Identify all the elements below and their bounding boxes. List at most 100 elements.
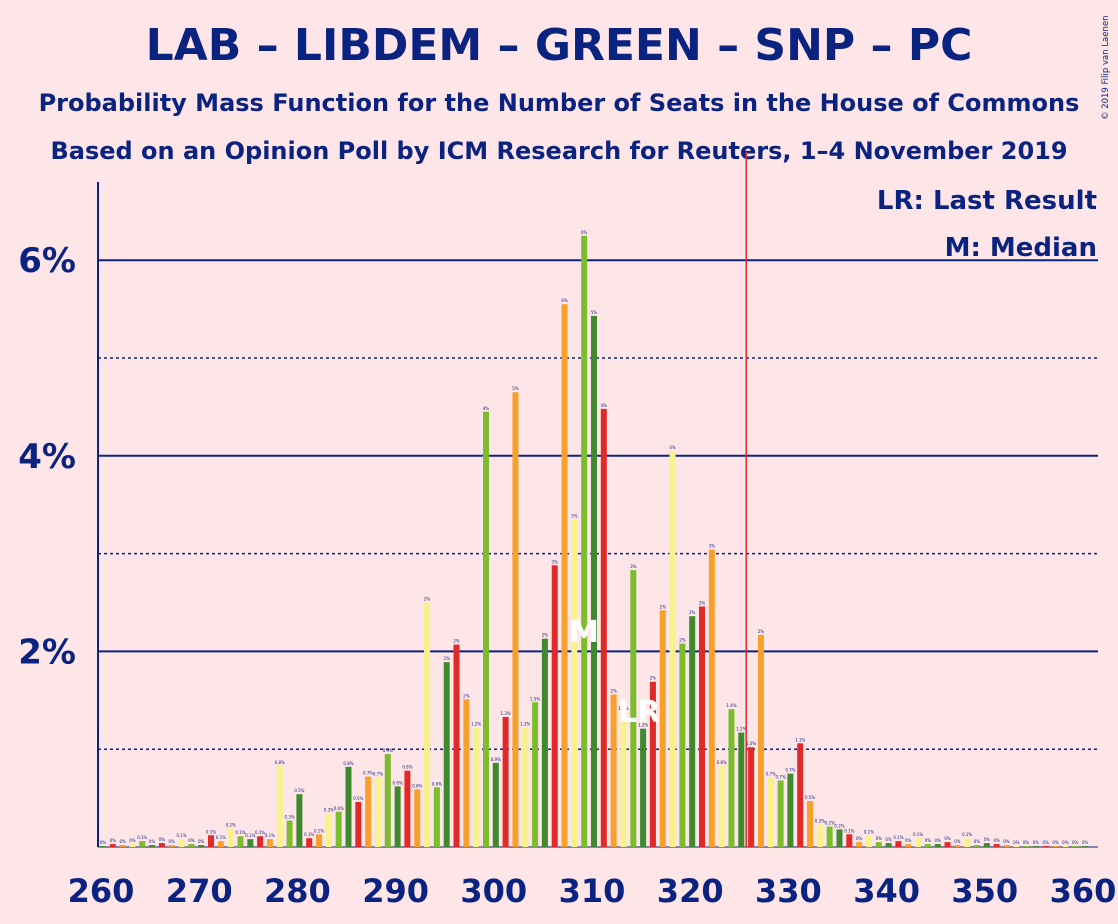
x-tick-label: 280: [264, 872, 331, 910]
bar-value-label: 5%: [591, 310, 598, 315]
bar-value-label: 0%: [1052, 840, 1059, 845]
bar: [276, 765, 283, 847]
bar-value-label: 0.5%: [294, 788, 304, 793]
bar: [522, 727, 529, 847]
bar: [630, 570, 637, 847]
bar: [777, 780, 784, 847]
bar-value-label: 0.1%: [893, 835, 903, 840]
bar-value-label: 1.3%: [501, 711, 511, 716]
bar-value-label: 0%: [1003, 839, 1010, 844]
bar: [551, 565, 558, 847]
bar: [1023, 846, 1030, 847]
bar: [1003, 845, 1010, 847]
bar: [836, 829, 843, 847]
bar: [787, 773, 794, 847]
bar: [924, 844, 931, 847]
bar-value-label: 2%: [679, 638, 686, 643]
bar-value-label: 0%: [1062, 840, 1069, 845]
bar-value-label: 2%: [699, 600, 706, 605]
bar-value-label: 1.0%: [746, 741, 756, 746]
x-tick-label: 350: [951, 872, 1018, 910]
bar-value-label: 0.7%: [363, 771, 373, 776]
bar: [492, 762, 499, 847]
bar-value-label: 0%: [1082, 840, 1089, 845]
bar-value-label: 0%: [188, 838, 195, 843]
x-axis-ticks: 260 270 280 290 300 310 320 330 340 350 360: [68, 872, 1117, 910]
bar-value-label: 6%: [581, 230, 588, 235]
y-tick-label: 4%: [18, 437, 76, 477]
bar-value-label: 0.2%: [834, 823, 844, 828]
bars: 0% 0% 0% 0%0.1%0% 0% 0%0.1%0% 0%0.1%0.1%0.2%0.…: [100, 230, 1089, 848]
bar-value-label: 2%: [660, 604, 667, 609]
bar-value-label: 4%: [601, 403, 608, 408]
bar: [600, 408, 607, 847]
bar-value-label: 3%: [571, 513, 578, 518]
bar-value-label: 0%: [149, 839, 156, 844]
bar-value-label: 4%: [669, 445, 676, 450]
bar-value-label: 0.6%: [393, 780, 403, 785]
copyright-text: © 2019 Filip van Laenen: [1101, 16, 1111, 121]
bar-value-label: 0%: [925, 838, 932, 843]
bar-value-label: 0.7%: [775, 774, 785, 779]
bar-value-label: 4%: [483, 406, 490, 411]
copyright-notice: © 2019 Filip van Laenen: [1101, 16, 1111, 121]
bar-value-label: 0%: [198, 839, 205, 844]
bar: [266, 839, 273, 847]
bar-value-label: 0%: [1072, 840, 1079, 845]
bar: [473, 727, 480, 847]
bar: [109, 844, 116, 847]
bar: [649, 681, 656, 847]
bar-value-label: 0.1%: [216, 835, 226, 840]
bar: [129, 844, 136, 847]
bar-value-label: 0.3%: [284, 815, 294, 820]
gridlines: [98, 259, 1098, 848]
bar: [1052, 846, 1059, 847]
bar: [983, 843, 990, 847]
bar: [757, 634, 764, 847]
bar-value-label: 0.4%: [334, 806, 344, 811]
bar: [453, 644, 460, 847]
bar-value-label: 1.2%: [638, 723, 648, 728]
bar-value-label: 0%: [100, 840, 107, 845]
bar: [954, 845, 961, 847]
bar: [885, 843, 892, 847]
chart-title: LAB – LIBDEM – GREEN – SNP – PC: [145, 20, 973, 71]
bar: [905, 844, 912, 847]
bar: [168, 845, 175, 847]
bar: [571, 519, 578, 847]
bar-value-label: 0%: [905, 838, 912, 843]
bar-value-label: 0%: [159, 837, 166, 842]
bar-value-label: 2%: [444, 656, 451, 661]
x-tick-label: 260: [68, 872, 135, 910]
bar: [718, 765, 725, 847]
bar: [100, 846, 106, 847]
bar-value-label: 0%: [119, 839, 126, 844]
bar-value-label: 0.1%: [962, 832, 972, 837]
bar: [541, 638, 548, 847]
bar-value-label: 0%: [110, 838, 117, 843]
bar: [384, 754, 391, 847]
bar-value-label: 0%: [984, 837, 991, 842]
bar: [345, 766, 352, 847]
bar: [286, 820, 293, 847]
bar-value-label: 2%: [610, 688, 617, 693]
bar: [993, 844, 1000, 847]
bar: [149, 845, 156, 847]
bar-value-label: 0%: [1033, 840, 1040, 845]
bar-value-label: 0.5%: [353, 796, 363, 801]
bar: [689, 616, 696, 847]
bar-value-label: 0.5%: [805, 795, 815, 800]
bar: [355, 802, 362, 847]
bar-value-label: 3%: [709, 544, 716, 549]
bar: [934, 844, 941, 847]
bar: [669, 450, 676, 847]
bar-value-label: 1.2%: [736, 727, 746, 732]
x-tick-label: 330: [755, 872, 822, 910]
x-tick-label: 360: [1050, 872, 1117, 910]
bar-value-label: 0.1%: [255, 830, 265, 835]
bar: [316, 834, 323, 847]
bar: [414, 789, 421, 847]
bar: [561, 304, 568, 848]
bar: [826, 826, 833, 847]
bar-value-label: 0%: [1013, 840, 1020, 845]
